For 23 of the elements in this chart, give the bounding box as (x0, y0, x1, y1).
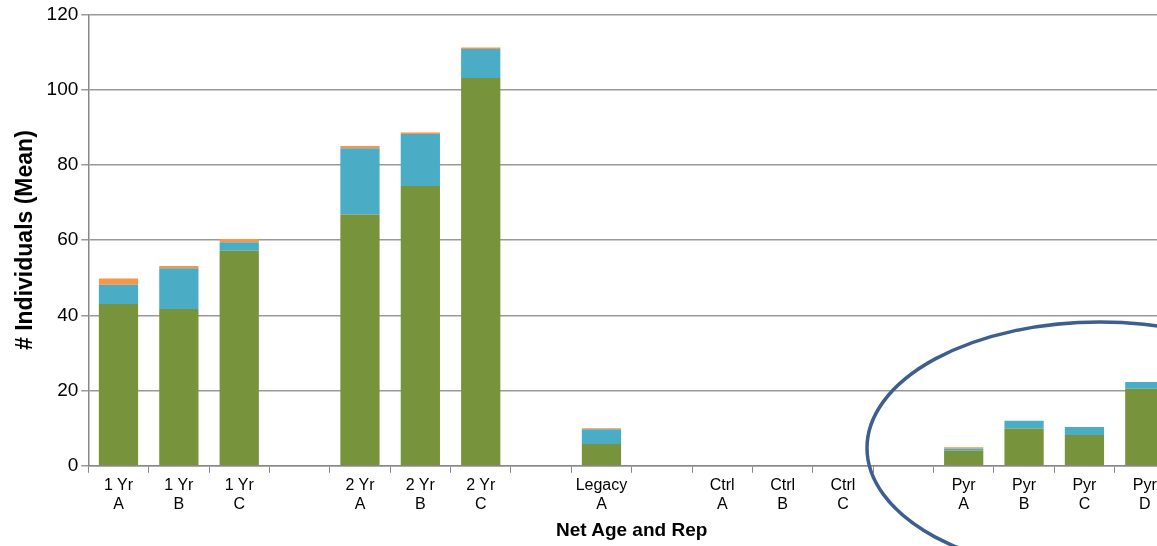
x-tick-label: 1 Yr A (103, 475, 134, 513)
x-tick-label: 2 Yr C (466, 475, 496, 513)
y-tick-label: 100 (46, 77, 79, 99)
y-tick-label: 40 (57, 303, 79, 325)
x-tick-label: Pyr C (1072, 475, 1098, 513)
x-tick-label: 2 Yr B (405, 475, 436, 513)
y-tick-label: 60 (57, 228, 79, 250)
y-tick-label: 0 (67, 454, 79, 476)
x-tick-label: Ctrl B (770, 475, 796, 513)
y-tick-label: 20 (57, 378, 79, 400)
y-tick-label: 80 (57, 153, 79, 175)
x-tick-label: Ctrl A (709, 475, 735, 513)
x-tick-label: Ctrl C (830, 475, 856, 513)
x-tick-label: 1 Yr C (224, 475, 255, 513)
x-axis-title: Net Age and Rep (555, 518, 708, 540)
y-tick-label: 120 (46, 2, 79, 24)
x-tick-label: Legacy A (575, 475, 628, 513)
x-tick-label: Pyr B (1012, 475, 1037, 513)
x-tick-label: 1 Yr B (164, 475, 195, 513)
x-tick-label: Pyr D (1132, 475, 1157, 513)
x-tick-label: Pyr A (951, 475, 977, 513)
y-axis-title: # Individuals (Mean) (11, 130, 38, 351)
x-tick-label: 2 Yr A (345, 475, 376, 513)
